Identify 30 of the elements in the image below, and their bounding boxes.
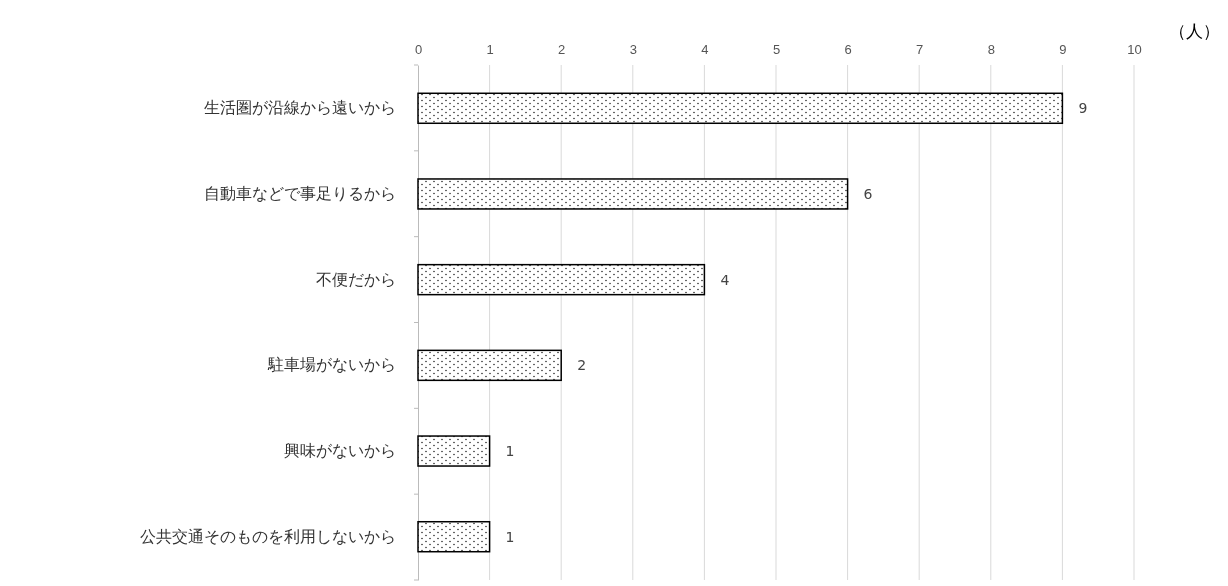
x-tick-label: 5 bbox=[772, 42, 781, 57]
y-tick-label: 公共交通そのものを利用しないから bbox=[140, 527, 396, 545]
x-axis-title: （人） bbox=[1168, 21, 1220, 41]
x-tick-label: 7 bbox=[916, 42, 924, 57]
x-tick-label: 2 bbox=[558, 42, 566, 57]
y-tick-label: 生活圏が沿線から遠いから bbox=[204, 99, 396, 117]
x-tick-label: 1 bbox=[486, 42, 494, 57]
x-tick-label: 4 bbox=[701, 42, 709, 57]
data-label: 1 bbox=[505, 442, 515, 459]
bar bbox=[417, 520, 491, 553]
x-tick-label: 0 bbox=[414, 42, 423, 57]
bar bbox=[417, 92, 1064, 125]
bar bbox=[417, 263, 706, 296]
data-label: 1 bbox=[505, 528, 515, 545]
x-tick-label: 10 bbox=[1127, 42, 1142, 57]
x-tick-label: 3 bbox=[629, 42, 637, 57]
data-label: 2 bbox=[577, 357, 587, 374]
data-label: 4 bbox=[720, 271, 730, 288]
y-tick-label: 駐車場がないから bbox=[267, 356, 396, 374]
y-tick-label: 自動車などで事足りるから bbox=[204, 185, 396, 203]
y-tick-label: 興味がないから bbox=[284, 442, 396, 460]
x-tick-label: 9 bbox=[1059, 42, 1067, 57]
x-tick-label: 6 bbox=[844, 42, 852, 57]
data-label: 9 bbox=[1078, 100, 1088, 117]
x-tick-label: 8 bbox=[987, 42, 995, 57]
y-tick-label: 不便だから bbox=[316, 270, 396, 288]
bar bbox=[417, 178, 849, 210]
bar bbox=[417, 349, 562, 382]
data-label: 6 bbox=[863, 185, 873, 202]
bar bbox=[417, 435, 491, 467]
